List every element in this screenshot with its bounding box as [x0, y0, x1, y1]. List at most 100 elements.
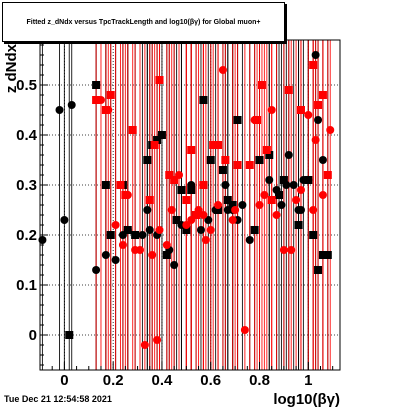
data-point	[214, 141, 223, 149]
data-point	[67, 101, 76, 109]
data-point	[233, 116, 242, 124]
data-point	[262, 146, 271, 154]
data-point	[182, 221, 191, 229]
data-point	[245, 161, 254, 169]
data-point	[228, 201, 237, 209]
data-point	[199, 211, 208, 219]
data-point	[318, 91, 327, 99]
data-point	[250, 226, 259, 234]
data-point	[131, 231, 140, 239]
data-point	[111, 221, 120, 229]
data-point	[218, 66, 227, 74]
data-point	[199, 181, 208, 189]
data-point	[167, 206, 176, 214]
data-point	[296, 106, 305, 114]
data-point	[326, 126, 335, 134]
x-tick-label: 1	[304, 372, 312, 389]
data-point	[92, 81, 101, 89]
data-point	[318, 251, 327, 259]
data-point	[199, 96, 208, 104]
data-point	[162, 251, 171, 259]
y-tick-label: 0.5	[16, 77, 37, 94]
data-point	[265, 176, 274, 184]
data-point	[260, 191, 269, 199]
data-point	[309, 231, 318, 239]
data-point	[201, 236, 210, 244]
data-point	[155, 226, 164, 234]
data-point	[65, 331, 74, 339]
data-point	[165, 171, 174, 179]
data-point	[223, 196, 232, 204]
data-point	[101, 181, 110, 189]
data-point	[209, 141, 218, 149]
data-point	[238, 201, 247, 209]
data-point	[314, 101, 323, 109]
data-point	[182, 196, 191, 204]
data-point	[187, 186, 196, 194]
data-point	[206, 226, 215, 234]
data-point	[255, 156, 264, 164]
data-point	[138, 231, 147, 239]
data-point	[123, 226, 132, 234]
data-point	[143, 156, 152, 164]
x-tick-label: 0.2	[103, 372, 124, 389]
y-tick-label: 0.4	[16, 127, 38, 144]
data-point	[267, 196, 276, 204]
data-point	[155, 76, 164, 84]
data-point	[289, 181, 298, 189]
data-point	[323, 251, 332, 259]
data-point	[153, 136, 162, 144]
data-point	[309, 61, 318, 69]
data-point	[214, 206, 223, 214]
data-point	[170, 176, 179, 184]
chart-title-box: Fitted z_dNdx versus TpcTrackLength and …	[2, 2, 285, 42]
data-point	[145, 196, 154, 204]
data-point	[101, 251, 110, 259]
data-point	[153, 336, 162, 344]
data-point	[162, 241, 171, 249]
data-point	[287, 246, 296, 254]
data-point	[150, 141, 159, 149]
marker-group	[38, 51, 335, 349]
data-point	[314, 266, 323, 274]
data-point	[218, 166, 227, 174]
y-tick-label: 0.2	[16, 227, 37, 244]
data-point	[265, 151, 274, 159]
data-point	[275, 191, 284, 199]
chart-title: Fitted z_dNdx versus TpcTrackLength and …	[26, 18, 261, 26]
data-point	[221, 156, 230, 164]
data-point	[231, 206, 240, 214]
data-point	[148, 251, 157, 259]
data-point	[128, 126, 137, 134]
data-point	[145, 226, 154, 234]
data-point	[279, 246, 288, 254]
data-point	[304, 111, 313, 119]
data-point	[267, 106, 276, 114]
data-point	[118, 241, 127, 249]
data-point	[196, 226, 205, 234]
data-point	[106, 91, 115, 99]
data-point	[304, 176, 313, 184]
data-point	[279, 176, 288, 184]
timestamp: Tue Dec 21 12:54:58 2021	[4, 394, 112, 404]
data-point	[233, 161, 242, 169]
data-point	[309, 206, 318, 214]
data-point	[318, 156, 327, 164]
y-tick-label: 0.1	[16, 277, 37, 294]
data-point	[204, 216, 213, 224]
data-point	[272, 211, 281, 219]
data-point	[240, 326, 249, 334]
data-point	[106, 231, 115, 239]
data-point	[192, 211, 201, 219]
data-point	[214, 201, 223, 209]
x-tick-label: 0.4	[152, 372, 174, 389]
data-point	[116, 181, 125, 189]
data-point	[255, 201, 264, 209]
x-tick-label: 0.8	[249, 372, 270, 389]
data-point	[228, 216, 237, 224]
data-point	[323, 171, 332, 179]
data-point	[284, 86, 293, 94]
data-point	[172, 216, 181, 224]
data-point	[296, 186, 305, 194]
